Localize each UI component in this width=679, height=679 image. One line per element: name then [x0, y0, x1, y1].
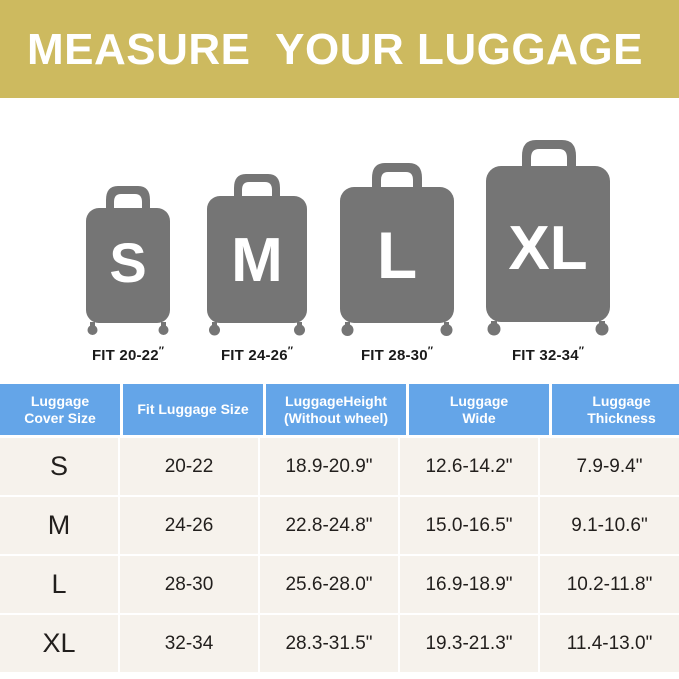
case-letter-s: S [109, 231, 146, 294]
wheel-right [158, 325, 169, 335]
column-header-wide-line1: Luggage [449, 392, 509, 409]
column-header-fit-size: Fit Luggage Size [123, 384, 263, 435]
inch-mark-xl: ″ [578, 345, 585, 357]
cell-thickness: 7.9-9.4" [540, 438, 679, 495]
inch-mark-s: ″ [158, 345, 165, 357]
inch-mark-m: ″ [287, 345, 294, 357]
fit-label-m-text: FIT 24-26 [220, 347, 288, 364]
wheel-left [341, 324, 354, 336]
suitcase-l-icon: L [340, 163, 454, 336]
table-row: XL 32-34 28.3-31.5" 19.3-21.3" 11.4-13.0… [0, 615, 679, 674]
handle-shape [234, 174, 280, 200]
fit-label-s-text: FIT 20-22 [91, 347, 159, 364]
cell-height: 22.8-24.8" [260, 497, 400, 554]
cell-thickness: 9.1-10.6" [540, 497, 679, 554]
suitcase-xl-icon: XL [486, 140, 610, 336]
column-header-fit-size-line1: Fit Luggage Size [137, 401, 249, 417]
wheel-left [487, 322, 501, 336]
cell-fit-size: 20-22 [120, 438, 260, 495]
cell-cover-size: L [0, 556, 120, 613]
wheel-right [440, 324, 453, 336]
fit-label-m: FIT 24-26″ [190, 345, 324, 364]
column-header-cover-size: Luggage Cover Size [0, 384, 120, 435]
cell-wide: 12.6-14.2" [400, 438, 540, 495]
column-header-wide-line2: Wide [462, 409, 496, 426]
cell-thickness: 11.4-13.0" [540, 615, 679, 672]
header-banner: MEASURE YOUR LUGGAGE [0, 0, 679, 98]
case-letter-xl: XL [508, 214, 587, 283]
column-header-cover-size-line1: Luggage [30, 392, 90, 409]
case-letter-l: L [377, 218, 417, 292]
case-body [207, 196, 307, 323]
cell-fit-size: 32-34 [120, 615, 260, 672]
wheel-right [595, 322, 609, 336]
fit-label-s: FIT 20-22″ [66, 345, 190, 364]
column-header-thickness-line1: Luggage [592, 392, 651, 409]
column-header-height: LuggageHeight (Without wheel) [266, 384, 406, 435]
column-header-height-line2: (Without wheel) [283, 409, 389, 426]
case-letter-m: M [231, 226, 283, 295]
fit-label-l: FIT 28-30″ [324, 345, 470, 364]
suitcase-m-icon: M [207, 174, 307, 336]
inch-mark-l: ″ [427, 345, 434, 357]
page-title: MEASURE YOUR LUGGAGE [27, 25, 643, 74]
cell-cover-size: XL [0, 615, 120, 672]
cell-wide: 15.0-16.5" [400, 497, 540, 554]
handle-shape [522, 140, 576, 170]
case-body [486, 166, 610, 322]
wheel-left [209, 324, 220, 336]
wheel-left [87, 325, 98, 335]
cell-wide: 19.3-21.3" [400, 615, 540, 672]
column-header-thickness-line2: Thickness [587, 409, 656, 426]
luggage-graphic-xl: XL FIT 32-34″ [470, 136, 626, 364]
luggage-graphic-l: L FIT 28-30″ [324, 154, 470, 364]
case-body [86, 208, 170, 323]
fit-label-xl: FIT 32-34″ [470, 345, 626, 364]
luggage-graphic-m: M FIT 24-26″ [190, 164, 324, 364]
column-header-height-line1: LuggageHeight [285, 392, 387, 409]
table-row: S 20-22 18.9-20.9" 12.6-14.2" 7.9-9.4" [0, 438, 679, 497]
cell-height: 25.6-28.0" [260, 556, 400, 613]
cell-fit-size: 24-26 [120, 497, 260, 554]
table-row: M 24-26 22.8-24.8" 15.0-16.5" 9.1-10.6" [0, 497, 679, 556]
column-header-cover-size-line2: Cover Size [24, 409, 96, 426]
luggage-graphic-s: S FIT 20-22″ [66, 164, 190, 364]
wheel-right [294, 324, 305, 336]
handle-shape [106, 186, 150, 212]
cell-fit-size: 28-30 [120, 556, 260, 613]
cell-thickness: 10.2-11.8" [540, 556, 679, 613]
cell-wide: 16.9-18.9" [400, 556, 540, 613]
luggage-illustration-panel: S FIT 20-22″ M FIT 24-26″ L FIT 28-30″ [0, 98, 679, 382]
cell-cover-size: S [0, 438, 120, 495]
suitcase-s-icon: S [86, 186, 170, 335]
table-header-row: Luggage Cover Size Fit Luggage Size Lugg… [0, 382, 679, 438]
column-header-thickness: Luggage Thickness [552, 384, 679, 435]
fit-label-l-text: FIT 28-30 [360, 347, 428, 364]
handle-shape [372, 163, 422, 191]
cell-height: 18.9-20.9" [260, 438, 400, 495]
case-body [340, 187, 454, 323]
table-row: L 28-30 25.6-28.0" 16.9-18.9" 10.2-11.8" [0, 556, 679, 615]
column-header-wide: Luggage Wide [409, 384, 549, 435]
cell-height: 28.3-31.5" [260, 615, 400, 672]
fit-label-xl-text: FIT 32-34 [511, 347, 579, 364]
cell-cover-size: M [0, 497, 120, 554]
size-chart-table: Luggage Cover Size Fit Luggage Size Lugg… [0, 382, 679, 679]
